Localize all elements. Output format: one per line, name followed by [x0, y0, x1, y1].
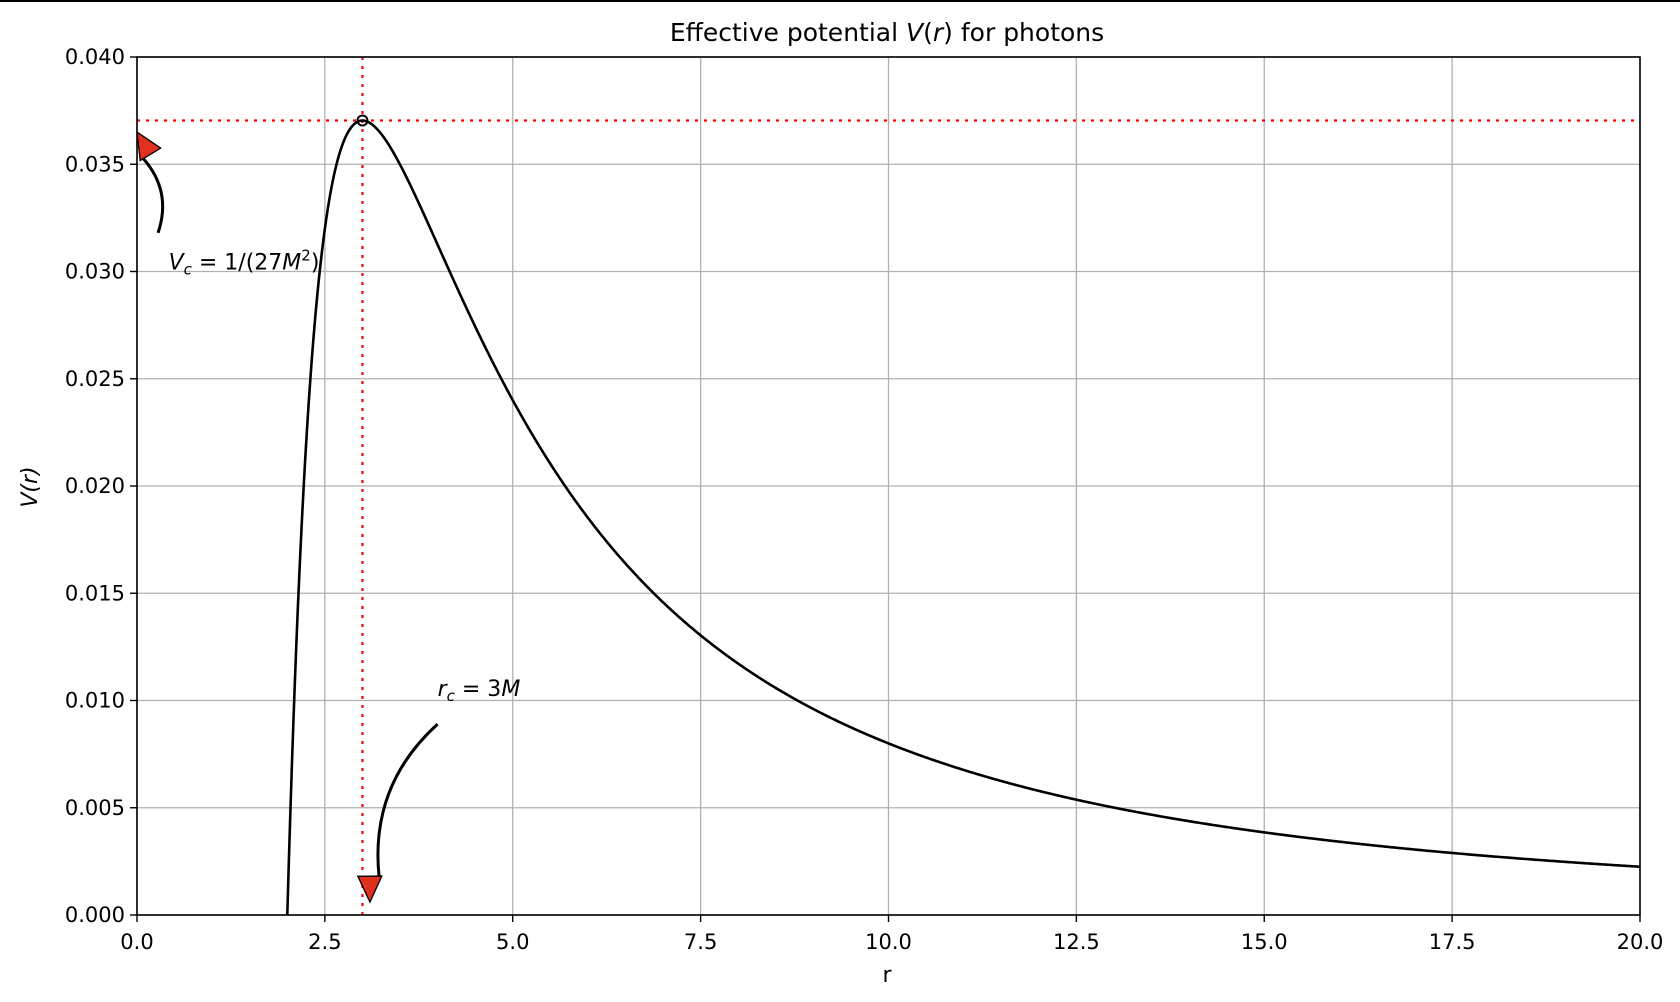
y-tick-label: 0.030 [65, 260, 125, 284]
reference-lines [137, 57, 1640, 915]
y-tick-label: 0.000 [65, 903, 125, 927]
y-tick-label: 0.010 [65, 689, 125, 713]
y-tick-label: 0.040 [65, 45, 125, 69]
series-line [286, 119, 1641, 916]
y-tick-label: 0.015 [65, 581, 125, 605]
x-tick-label: 0.0 [120, 930, 153, 954]
x-tick-label: 17.5 [1429, 930, 1476, 954]
annotation-arrow-shaft [376, 722, 439, 878]
x-axis-label: r [882, 963, 892, 988]
annotation-arrow-head [356, 875, 383, 904]
annotation-text: = 1/(27 [192, 250, 282, 275]
y-axis-label: V(r) [18, 466, 43, 507]
ticks: 0.0 2.5 5.0 7.5 10.0 12.5 15.0 17.5 20.0 0.000 0.0… [65, 45, 1664, 954]
annotation-var: r [438, 677, 449, 702]
y-tick-label: 0.020 [65, 474, 125, 498]
annotation-subscript: c [184, 260, 193, 278]
x-tick-label: 20.0 [1617, 930, 1664, 954]
annotation-subscript: c [447, 687, 456, 705]
y-tick-label: 0.005 [65, 796, 125, 820]
annotation-arrow-head [136, 130, 162, 162]
critical-point-marker [356, 114, 369, 127]
x-tick-label: 10.0 [865, 930, 912, 954]
annotation-text: = 3 [455, 677, 501, 702]
annotation-var: M [282, 250, 301, 275]
x-tick-label: 2.5 [308, 930, 341, 954]
x-tick-label: 12.5 [1053, 930, 1100, 954]
annotations: Vc = 1/(27M2)rc = 3M [136, 130, 521, 904]
y-tick-label: 0.025 [65, 367, 125, 391]
annotation-text: ) [311, 250, 320, 275]
x-tick-label: 5.0 [496, 930, 529, 954]
annotation-var: V [169, 250, 186, 275]
y-tick-label: 0.035 [65, 152, 125, 176]
critical-radius-annotation: rc = 3M [438, 677, 521, 705]
chart-title: Effective potential V(r) for photons [670, 18, 1104, 47]
x-tick-label: 7.5 [684, 930, 717, 954]
x-tick-label: 15.0 [1241, 930, 1288, 954]
annotation-var: M [501, 677, 520, 702]
annotation-superscript: 2 [301, 246, 311, 264]
critical-potential-annotation: Vc = 1/(27M2) [169, 246, 320, 278]
annotation-arrow-shaft [141, 156, 165, 234]
